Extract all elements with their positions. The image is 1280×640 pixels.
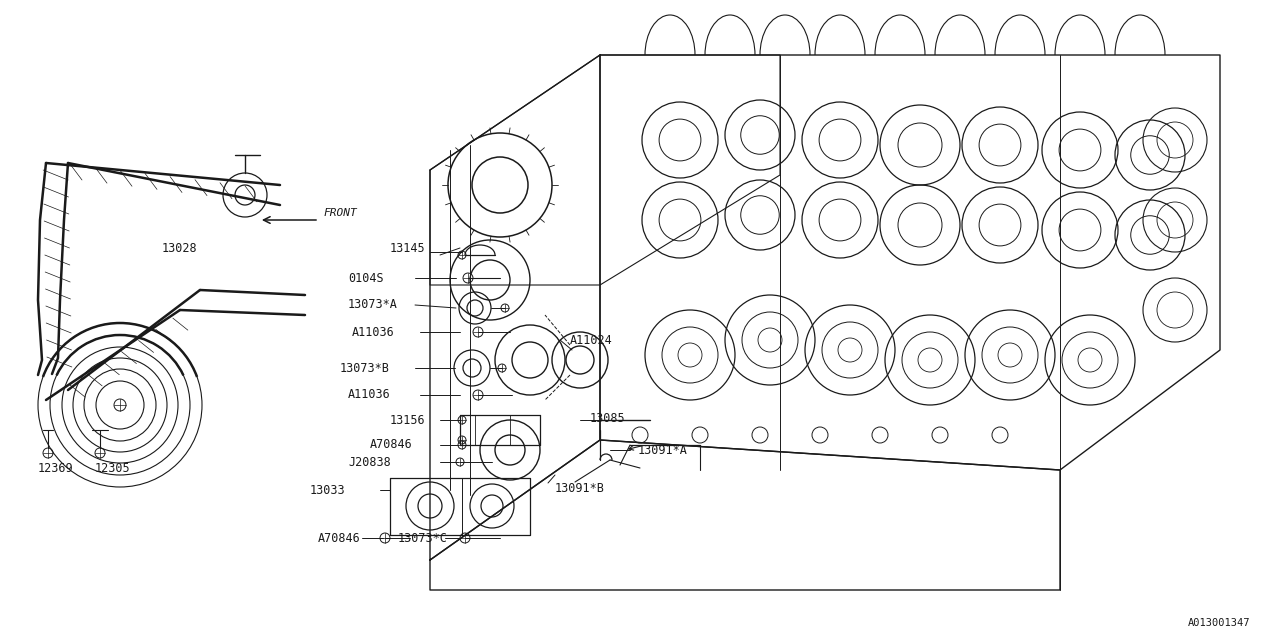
Text: 0104S: 0104S — [348, 271, 384, 285]
Text: 12305: 12305 — [95, 461, 131, 474]
Text: FRONT: FRONT — [324, 208, 357, 218]
Text: 13073*A: 13073*A — [348, 298, 398, 312]
Text: 13073*C: 13073*C — [398, 531, 448, 545]
Text: 13028: 13028 — [163, 241, 197, 255]
Text: 12369: 12369 — [38, 461, 74, 474]
Text: A70846: A70846 — [317, 531, 361, 545]
Text: A11036: A11036 — [348, 388, 390, 401]
Text: J20838: J20838 — [348, 456, 390, 468]
Text: A11036: A11036 — [352, 326, 394, 339]
Text: A013001347: A013001347 — [1188, 618, 1251, 628]
Text: 13073*B: 13073*B — [340, 362, 390, 374]
Text: 13091*A: 13091*A — [637, 444, 687, 456]
Text: 13156: 13156 — [390, 413, 426, 426]
Text: A11024: A11024 — [570, 333, 613, 346]
Text: A70846: A70846 — [370, 438, 412, 451]
Text: 13145: 13145 — [390, 241, 426, 255]
Text: 13091*B: 13091*B — [556, 481, 605, 495]
Text: 13033: 13033 — [310, 483, 346, 497]
Text: 13085: 13085 — [590, 412, 626, 424]
